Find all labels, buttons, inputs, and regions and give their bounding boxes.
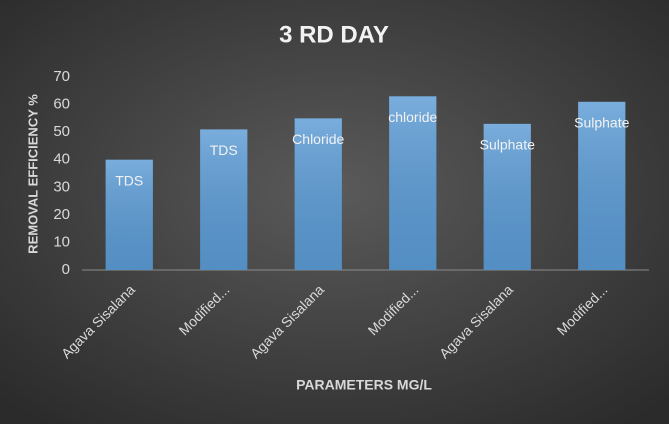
y-axis-label: REMOVAL EFFICIENCY % (25, 94, 40, 254)
y-tick-label: 30 (53, 178, 70, 195)
chart-title: 3 RD DAY (279, 21, 389, 48)
bar-label: Chloride (292, 131, 344, 147)
y-tick-label: 10 (53, 233, 70, 250)
bar-label: chloride (388, 109, 437, 125)
bar-shade (483, 123, 531, 270)
bar-label: TDS (210, 142, 238, 158)
bar-shade (294, 118, 342, 270)
bar-shade (578, 101, 626, 270)
bar-shade (105, 159, 153, 270)
y-tick-label: 40 (53, 151, 70, 168)
bar-shade (200, 129, 248, 270)
y-tick-label: 60 (53, 96, 70, 113)
bar-label: TDS (115, 172, 143, 188)
bar-label: Sulphate (480, 137, 535, 153)
y-tick-label: 70 (53, 68, 70, 85)
y-tick-label: 0 (62, 261, 70, 278)
bar-label: Sulphate (574, 115, 629, 131)
bar-shade (389, 96, 437, 270)
y-tick-label: 20 (53, 206, 70, 223)
x-axis-label: PARAMETERS MG/L (296, 377, 432, 393)
y-tick-label: 50 (53, 123, 70, 140)
